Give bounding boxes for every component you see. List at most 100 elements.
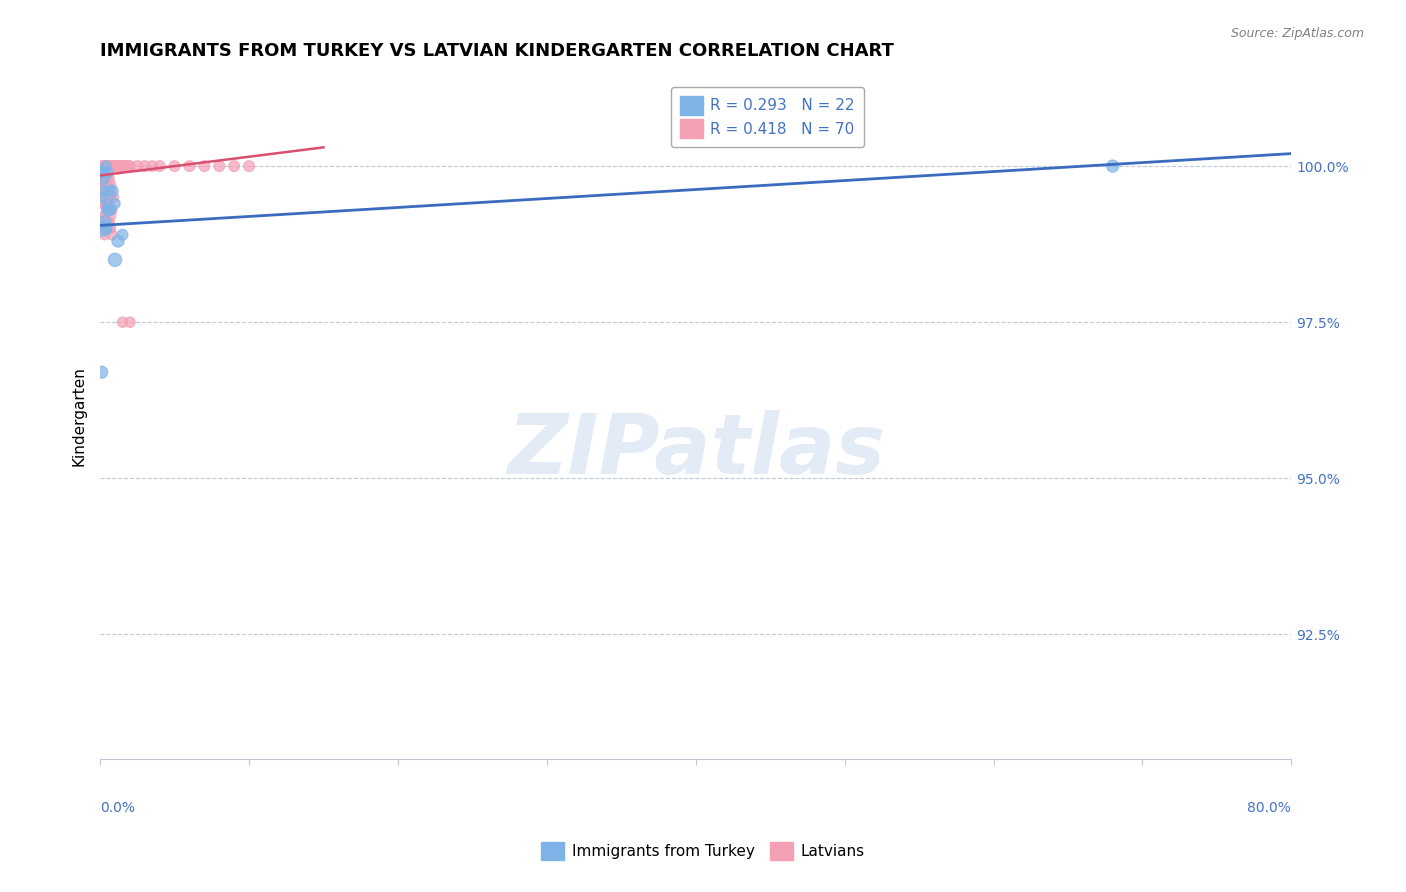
Point	[97, 196, 120, 211]
Point	[94, 190, 117, 204]
Point	[134, 159, 156, 173]
Point	[94, 159, 117, 173]
Legend: R = 0.293   N = 22, R = 0.418   N = 70: R = 0.293 N = 22, R = 0.418 N = 70	[671, 87, 863, 147]
Point	[97, 159, 120, 173]
Point	[98, 202, 121, 217]
Point	[163, 159, 186, 173]
Point	[114, 159, 136, 173]
Point	[97, 178, 120, 192]
Text: 80.0%: 80.0%	[1247, 800, 1291, 814]
Point	[93, 209, 115, 223]
Point	[91, 196, 114, 211]
Point	[98, 171, 121, 186]
Point	[90, 171, 112, 186]
Point	[104, 252, 127, 267]
Point	[93, 184, 115, 198]
Point	[90, 159, 112, 173]
Point	[94, 221, 117, 235]
Point	[90, 165, 112, 179]
Point	[94, 202, 117, 217]
Point	[93, 165, 115, 179]
Point	[104, 159, 127, 173]
Point	[91, 221, 114, 235]
Point	[98, 215, 121, 229]
Point	[93, 215, 115, 229]
Point	[91, 190, 114, 204]
Point	[224, 159, 246, 173]
Point	[100, 221, 122, 235]
Point	[103, 190, 125, 204]
Point	[1101, 159, 1123, 173]
Point	[127, 159, 149, 173]
Text: Source: ZipAtlas.com: Source: ZipAtlas.com	[1230, 27, 1364, 40]
Point	[112, 159, 135, 173]
Point	[90, 165, 112, 179]
Point	[98, 221, 121, 235]
Point	[111, 159, 134, 173]
Point	[91, 165, 114, 179]
Point	[117, 159, 139, 173]
Point	[141, 159, 163, 173]
Point	[98, 202, 121, 217]
Point	[91, 159, 114, 173]
Point	[90, 184, 112, 198]
Point	[107, 159, 129, 173]
Point	[110, 159, 132, 173]
Point	[97, 171, 120, 186]
Point	[208, 159, 231, 173]
Y-axis label: Kindergarten: Kindergarten	[72, 366, 86, 466]
Legend: Immigrants from Turkey, Latvians: Immigrants from Turkey, Latvians	[536, 836, 870, 866]
Point	[93, 159, 115, 173]
Point	[149, 159, 172, 173]
Point	[94, 171, 117, 186]
Point	[118, 159, 141, 173]
Text: 0.0%: 0.0%	[100, 800, 135, 814]
Point	[93, 178, 115, 192]
Point	[105, 159, 128, 173]
Point	[107, 234, 129, 248]
Point	[98, 159, 121, 173]
Point	[100, 202, 122, 217]
Point	[91, 178, 114, 192]
Point	[238, 159, 260, 173]
Point	[97, 190, 120, 204]
Point	[179, 159, 201, 173]
Point	[115, 159, 138, 173]
Point	[91, 190, 114, 204]
Point	[94, 215, 117, 229]
Point	[193, 159, 215, 173]
Text: ZIPatlas: ZIPatlas	[506, 409, 884, 491]
Point	[91, 171, 114, 186]
Point	[100, 178, 122, 192]
Point	[100, 209, 122, 223]
Point	[103, 159, 125, 173]
Point	[93, 165, 115, 179]
Point	[101, 184, 124, 198]
Point	[100, 159, 122, 173]
Point	[94, 196, 117, 211]
Point	[101, 227, 124, 242]
Point	[97, 202, 120, 217]
Point	[94, 159, 117, 173]
Point	[111, 227, 134, 242]
Point	[100, 184, 122, 198]
Point	[91, 184, 114, 198]
Point	[97, 215, 120, 229]
Point	[93, 196, 115, 211]
Point	[104, 196, 127, 211]
Point	[98, 184, 121, 198]
Point	[93, 209, 115, 223]
Point	[101, 159, 124, 173]
Text: IMMIGRANTS FROM TURKEY VS LATVIAN KINDERGARTEN CORRELATION CHART: IMMIGRANTS FROM TURKEY VS LATVIAN KINDER…	[100, 42, 894, 60]
Point	[93, 227, 115, 242]
Point	[100, 190, 122, 204]
Point	[108, 159, 131, 173]
Point	[101, 202, 124, 217]
Point	[93, 184, 115, 198]
Point	[118, 315, 141, 329]
Point	[97, 165, 120, 179]
Point	[90, 365, 112, 379]
Point	[111, 315, 134, 329]
Point	[94, 196, 117, 211]
Point	[98, 190, 121, 204]
